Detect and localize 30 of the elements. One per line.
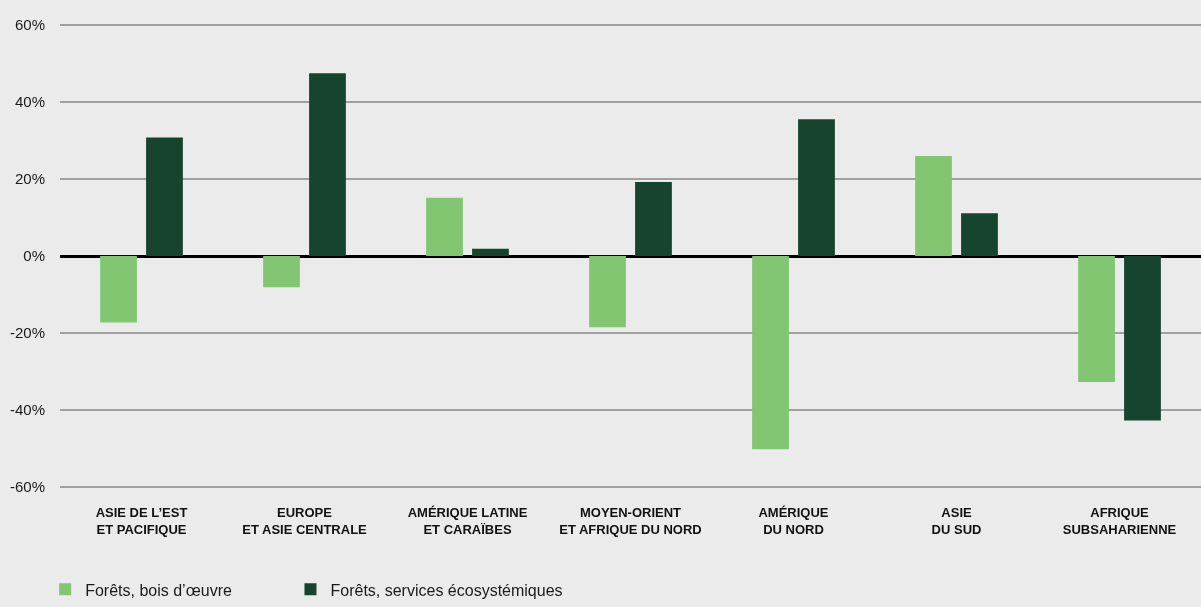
x-tick-label: ASIE DU SUD xyxy=(931,505,982,537)
legend-label: Forêts, services écosystémiques xyxy=(330,581,563,599)
x-tick-label: AMÉRIQUE DU NORD xyxy=(758,505,829,537)
bar xyxy=(146,137,183,256)
bar xyxy=(1078,256,1115,382)
bar xyxy=(472,248,509,256)
bar xyxy=(100,256,137,323)
bar xyxy=(263,256,300,288)
y-tick-label: -20% xyxy=(9,324,45,342)
bar xyxy=(309,73,346,256)
x-tick-label: MOYEN-ORIENT ET AFRIQUE DU NORD xyxy=(559,505,702,537)
y-tick-label: 0% xyxy=(23,247,45,265)
bar xyxy=(752,256,789,450)
bar xyxy=(426,197,463,256)
bar xyxy=(961,213,998,256)
y-tick-label: -60% xyxy=(9,478,45,496)
x-tick-label: EUROPE ET ASIE CENTRALE xyxy=(242,505,368,537)
x-tick-label: AMÉRIQUE LATINE ET CARAÏBES xyxy=(407,505,528,537)
y-tick-label: 60% xyxy=(14,16,45,34)
bar xyxy=(915,155,952,256)
y-tick-label: 20% xyxy=(14,170,45,188)
bar xyxy=(635,182,672,256)
x-tick-label: ASIE DE L’EST ET PACIFIQUE xyxy=(95,505,188,537)
legend-label: Forêts, bois d’œuvre xyxy=(85,581,232,599)
bar xyxy=(589,256,626,328)
y-tick-label: -40% xyxy=(9,401,45,419)
bar xyxy=(1124,256,1161,421)
x-tick-label: AFRIQUE SUBSAHARIENNE xyxy=(1062,505,1177,537)
bar xyxy=(798,119,835,256)
y-tick-label: 40% xyxy=(14,93,45,111)
